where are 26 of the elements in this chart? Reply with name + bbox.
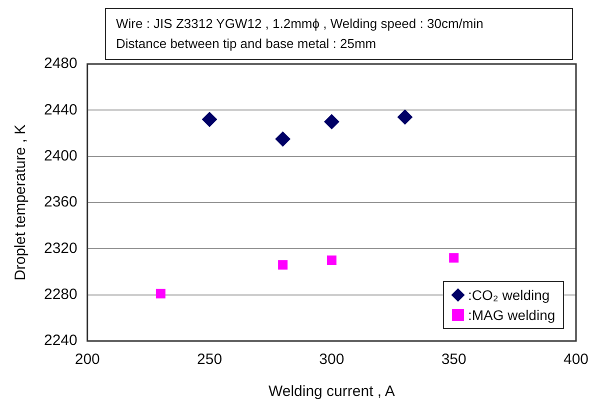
y-tick-label: 2240	[44, 332, 78, 350]
point	[324, 114, 340, 130]
y-tick-label: 2320	[44, 240, 78, 257]
x-axis-title: Welding current , A	[268, 383, 395, 400]
point	[326, 255, 336, 265]
point	[278, 260, 288, 270]
y-axis-title: Droplet temperature , K	[12, 124, 30, 280]
text: Distance between tip and base metal : 25mm	[116, 35, 378, 53]
x-tick-label: 400	[563, 351, 589, 368]
y-tick-label: 2360	[44, 194, 78, 211]
y-tick-label: 2280	[44, 286, 78, 303]
x-tick-label: 350	[441, 351, 466, 368]
point	[275, 132, 290, 147]
legend-label: :MAG welding	[468, 307, 556, 323]
x-tick-label: 250	[197, 351, 222, 368]
legend-label: :CO₂ welding	[468, 287, 550, 303]
y-tick-label: 2440	[44, 101, 78, 118]
point	[202, 112, 218, 127]
text: Wire : JIS Z3312 YGW12 , 1.2mmϕ , Welding speed : 30cm/min	[116, 15, 484, 33]
y-tick-label: 2480	[44, 55, 78, 72]
x-tick-label: 300	[319, 351, 344, 368]
y-tick-label: 2400	[44, 147, 78, 164]
point	[397, 110, 412, 125]
point	[156, 288, 166, 298]
point	[449, 253, 459, 263]
x-tick-label: 200	[74, 351, 100, 368]
